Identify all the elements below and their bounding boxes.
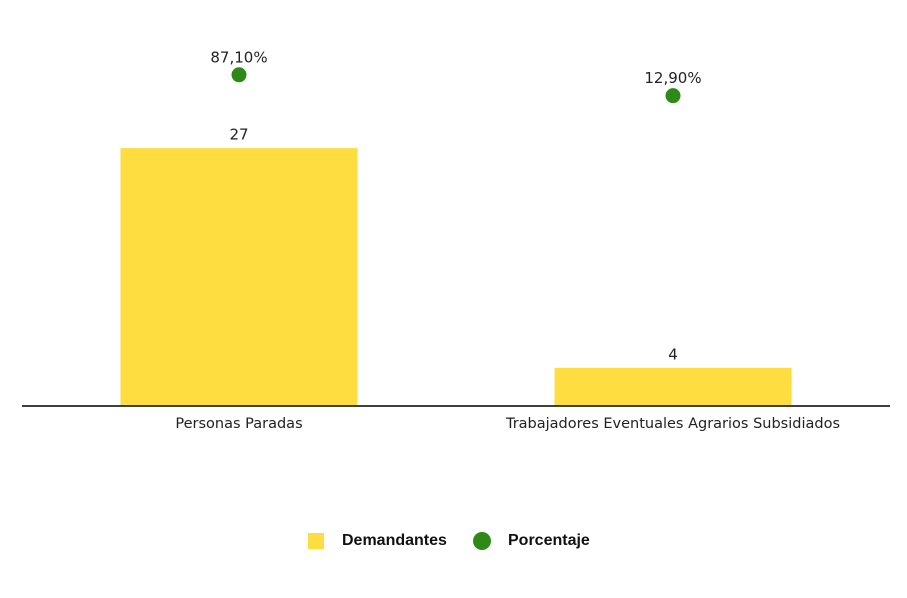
bar-value-label: 27 <box>229 126 248 144</box>
dot <box>231 67 247 83</box>
legend-swatch <box>308 533 324 549</box>
bar-value-label: 4 <box>668 345 678 363</box>
x-tick-label: Trabajadores Eventuales Agrarios Subsidi… <box>505 416 841 432</box>
bar <box>120 148 358 406</box>
bar <box>554 367 792 406</box>
x-tick-label: Personas Paradas <box>175 416 303 432</box>
dot-value-label: 12,90% <box>644 69 701 87</box>
legend-swatch <box>473 532 491 550</box>
dot <box>665 88 681 104</box>
dot-value-label: 87,10% <box>210 48 267 66</box>
legend-label: Demandantes <box>342 532 447 549</box>
legend-label: Porcentaje <box>508 532 590 549</box>
